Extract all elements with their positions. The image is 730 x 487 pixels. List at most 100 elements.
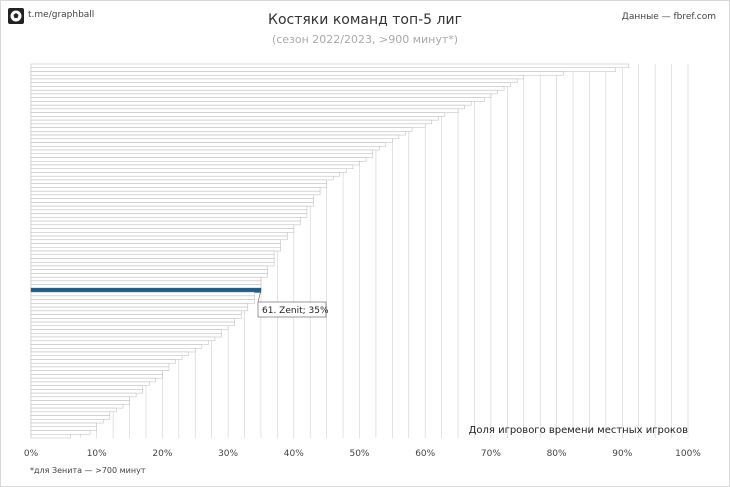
bar xyxy=(30,340,209,345)
bar xyxy=(30,104,465,110)
bar xyxy=(30,78,518,83)
bar xyxy=(30,187,321,192)
bar xyxy=(30,426,97,431)
bar xyxy=(30,404,124,409)
bar xyxy=(30,232,288,237)
callout-leader xyxy=(257,290,262,303)
bar xyxy=(30,280,262,285)
bar xyxy=(30,374,163,379)
bar xyxy=(30,63,630,68)
bar xyxy=(30,318,235,323)
bar xyxy=(30,67,616,72)
bar xyxy=(30,243,281,248)
bar xyxy=(30,370,163,375)
bar xyxy=(30,220,301,226)
x-tick-label: 10% xyxy=(87,449,107,459)
bar xyxy=(30,419,104,424)
bar xyxy=(30,381,150,386)
bar xyxy=(30,310,242,315)
bar xyxy=(30,116,439,121)
bar xyxy=(30,101,472,106)
bar xyxy=(30,123,426,128)
bar xyxy=(30,366,170,371)
x-tick-label: 30% xyxy=(218,449,238,459)
x-tick-label: 100% xyxy=(675,449,701,459)
bar xyxy=(30,355,183,360)
bar xyxy=(30,235,288,241)
graphball-logo-icon xyxy=(8,8,24,24)
bar xyxy=(30,127,413,132)
bar xyxy=(30,217,301,222)
bar xyxy=(30,202,314,207)
bar xyxy=(30,434,71,439)
bar xyxy=(30,407,117,413)
bar xyxy=(30,179,327,184)
bar xyxy=(30,134,400,140)
bar xyxy=(30,385,143,390)
bar xyxy=(30,175,334,181)
bar xyxy=(30,400,130,405)
footnote: *для Зенита — >700 минут xyxy=(30,466,146,475)
bar xyxy=(30,415,111,420)
bar xyxy=(30,333,222,338)
bar xyxy=(30,273,268,278)
bar xyxy=(30,82,511,87)
callout-label: 61. Zenit; 35% xyxy=(262,306,329,316)
bar xyxy=(30,228,295,233)
bar xyxy=(30,239,281,244)
bar xyxy=(30,198,314,203)
bar xyxy=(30,224,295,229)
data-source: Данные — fbref.com xyxy=(621,12,716,22)
bar xyxy=(30,284,262,289)
bar xyxy=(30,119,433,125)
bar xyxy=(30,160,360,166)
bar xyxy=(30,149,373,155)
bar xyxy=(30,325,229,330)
x-tick-label: 50% xyxy=(349,449,369,459)
bar xyxy=(30,157,367,162)
bar xyxy=(30,295,255,300)
bar xyxy=(30,93,492,98)
bar xyxy=(30,131,406,136)
bar xyxy=(30,138,393,143)
bar xyxy=(30,168,347,173)
bar xyxy=(30,97,485,102)
bar xyxy=(30,422,97,428)
bar-highlighted xyxy=(30,287,262,293)
bar xyxy=(30,329,222,334)
bar xyxy=(30,359,176,364)
bar xyxy=(30,142,387,147)
bar xyxy=(30,291,255,297)
callout-box xyxy=(257,301,327,318)
x-tick-label: 40% xyxy=(284,449,304,459)
x-axis-label: Доля игрового времени местных игроков xyxy=(469,425,689,436)
bar xyxy=(30,183,327,188)
bar xyxy=(30,377,157,383)
bar xyxy=(30,396,130,401)
bar xyxy=(30,265,268,270)
bar xyxy=(30,71,564,76)
x-tick-label: 20% xyxy=(152,449,172,459)
bar xyxy=(30,306,249,312)
bar xyxy=(30,261,275,267)
bar xyxy=(30,74,524,80)
bar xyxy=(30,164,354,169)
brand-link[interactable]: t.me/graphball xyxy=(28,10,95,20)
bar xyxy=(30,336,216,342)
bar-series xyxy=(30,63,630,439)
bar xyxy=(30,254,275,259)
bar xyxy=(30,303,249,308)
chart-subtitle: (сезон 2022/2023, >900 минут*) xyxy=(271,33,459,46)
bar xyxy=(30,269,268,274)
bar xyxy=(30,430,91,435)
x-tick-label: 0% xyxy=(24,449,39,459)
x-tick-label: 80% xyxy=(547,449,567,459)
x-tick-label: 70% xyxy=(481,449,501,459)
bar xyxy=(30,86,505,91)
bar xyxy=(30,389,143,394)
bar xyxy=(30,247,281,252)
bar xyxy=(30,190,321,196)
x-tick-label: 90% xyxy=(612,449,632,459)
bar xyxy=(30,146,380,151)
